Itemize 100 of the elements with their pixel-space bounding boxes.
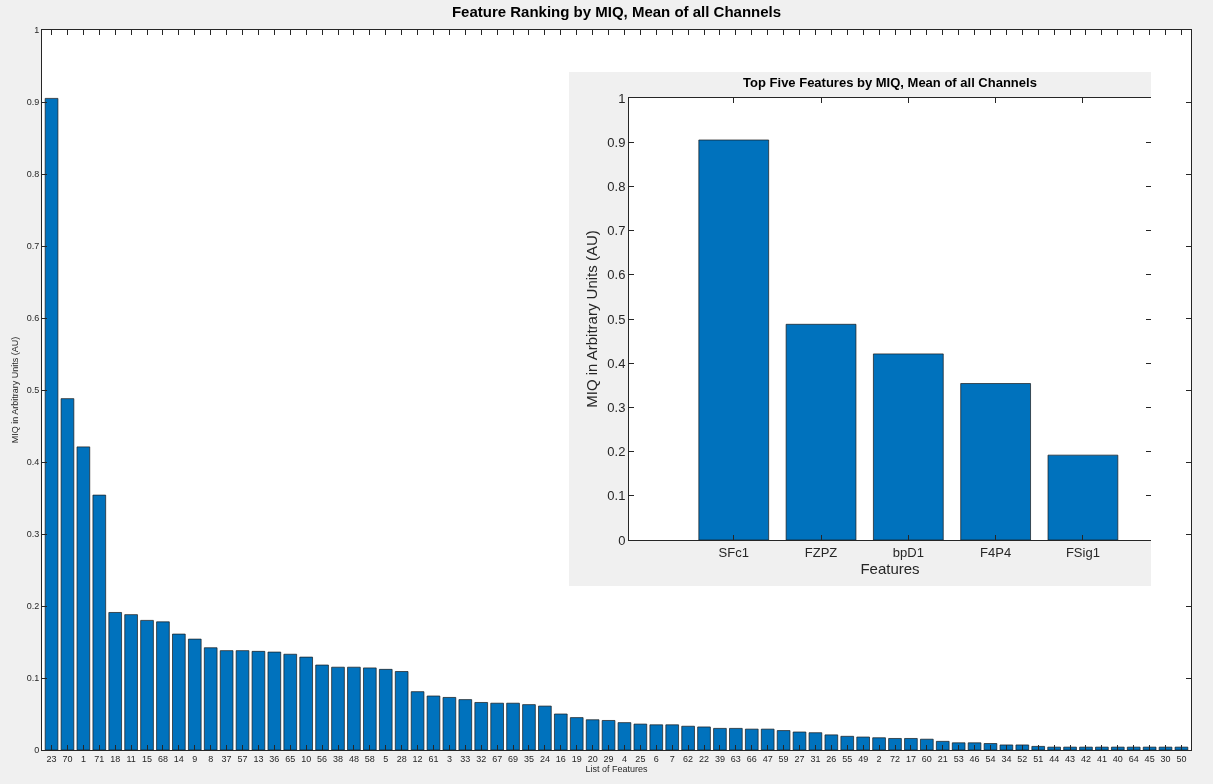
x-tick-label: 69: [508, 753, 519, 764]
x-tick-label: F4P4: [980, 544, 1012, 560]
x-tick-label: 39: [714, 753, 725, 764]
y-tick-label: 0.3: [607, 399, 626, 415]
x-tick-label: 62: [683, 753, 694, 764]
x-tick-label: 32: [476, 753, 487, 764]
x-tick-label: 43: [1065, 753, 1076, 764]
y-tick-label: 0.9: [26, 97, 40, 108]
x-tick-label: 61: [428, 753, 439, 764]
x-tick-label: 18: [110, 753, 121, 764]
y-tick-label: 0.5: [26, 385, 40, 396]
chart-title: Feature Ranking by MIQ, Mean of all Channels: [451, 2, 782, 20]
x-tick-label: SFc1: [718, 544, 749, 560]
y-tick-label: 0.3: [26, 529, 40, 540]
x-tick-label: 65: [285, 753, 296, 764]
x-tick-label: 12: [412, 753, 423, 764]
x-tick-label: 45: [1144, 753, 1155, 764]
x-axis-title: List of Features: [585, 763, 649, 774]
x-tick-label: 10: [301, 753, 312, 764]
y-tick-label: 0.6: [607, 267, 626, 283]
x-tick-label: 60: [921, 753, 932, 764]
x-tick-label: 3: [446, 753, 452, 764]
x-tick-label: 7: [669, 753, 675, 764]
x-tick-label: 56: [317, 753, 328, 764]
x-tick-label: 15: [142, 753, 153, 764]
y-tick-label: 1: [34, 25, 40, 36]
x-tick-label: 4: [621, 753, 627, 764]
x-tick-label: 66: [746, 753, 757, 764]
x-tick-label: 54: [985, 753, 996, 764]
x-tick-label: 17: [905, 753, 916, 764]
y-tick-label: 0.2: [26, 601, 40, 612]
y-tick-label: 1: [618, 90, 626, 106]
y-tick-label: 0.6: [26, 313, 40, 324]
y-tick-label: 0.1: [607, 488, 626, 504]
x-tick-label: 68: [157, 753, 168, 764]
x-tick-label: 14: [173, 753, 184, 764]
x-tick-label: 19: [571, 753, 582, 764]
x-tick-label: 5: [383, 753, 389, 764]
x-tick-label: 71: [94, 753, 105, 764]
x-tick-label: 46: [969, 753, 980, 764]
x-tick-label: 20: [587, 753, 598, 764]
x-tick-label: 36: [269, 753, 280, 764]
x-tick-label: 16: [555, 753, 566, 764]
x-tick-label: 47: [762, 753, 773, 764]
y-tick-label: 0.1: [26, 673, 40, 684]
x-tick-label: 24: [539, 753, 550, 764]
x-tick-label: 44: [1049, 753, 1060, 764]
x-tick-label: 49: [858, 753, 869, 764]
chart-title: Top Five Features by MIQ, Mean of all Channels: [743, 75, 1037, 91]
x-tick-label: 35: [523, 753, 534, 764]
x-tick-label: 52: [1017, 753, 1028, 764]
y-tick-label: 0.2: [607, 444, 626, 460]
x-tick-label: 50: [1176, 753, 1187, 764]
x-tick-label: 9: [192, 753, 198, 764]
x-tick-label: 25: [635, 753, 646, 764]
y-axis-title: MIQ in Arbitrary Units (AU): [10, 336, 21, 444]
x-tick-label: 57: [237, 753, 248, 764]
x-tick-label: 30: [1160, 753, 1171, 764]
x-tick-label: 1: [80, 753, 86, 764]
x-tick-label: 58: [364, 753, 375, 764]
y-tick-label: 0.4: [607, 355, 626, 371]
x-tick-label: 38: [332, 753, 344, 764]
x-tick-label: 72: [889, 753, 901, 764]
x-tick-label: 23: [46, 753, 57, 764]
x-tick-label: FSig1: [1065, 544, 1100, 560]
x-tick-label: bpD1: [892, 544, 924, 560]
y-tick-label: 0.9: [607, 134, 626, 150]
x-tick-label: 63: [730, 753, 741, 764]
y-tick-label: 0.4: [26, 457, 40, 468]
y-tick-label: 0.7: [26, 241, 40, 252]
x-axis-title: Features: [860, 559, 920, 577]
y-tick-label: 0.7: [607, 223, 626, 239]
x-tick-label: 40: [1112, 753, 1123, 764]
x-tick-label: 48: [348, 753, 359, 764]
x-tick-label: 37: [221, 753, 232, 764]
x-tick-label: 11: [126, 753, 136, 764]
x-tick-label: 51: [1033, 753, 1044, 764]
x-tick-label: 2: [876, 753, 882, 764]
x-tick-label: FZPZ: [804, 544, 838, 560]
x-tick-label: 27: [794, 753, 805, 764]
y-tick-label: 0.8: [26, 169, 40, 180]
y-tick-label: 0.5: [607, 311, 626, 327]
x-tick-label: 67: [492, 753, 503, 764]
x-tick-label: 22: [699, 753, 710, 764]
x-tick-label: 34: [1001, 753, 1012, 764]
x-tick-label: 55: [842, 753, 853, 764]
x-tick-label: 31: [810, 753, 821, 764]
x-tick-label: 21: [937, 753, 948, 764]
x-tick-label: 33: [460, 753, 471, 764]
x-tick-label: 59: [778, 753, 789, 764]
x-tick-label: 53: [953, 753, 964, 764]
x-tick-label: 13: [253, 753, 264, 764]
x-tick-label: 6: [653, 753, 659, 764]
x-tick-label: 70: [62, 753, 73, 764]
x-tick-label: 29: [603, 753, 614, 764]
y-axis-title: MIQ in Arbitrary Units (AU): [582, 230, 600, 408]
x-tick-label: 42: [1080, 753, 1091, 764]
y-tick-label: 0: [34, 745, 40, 756]
x-tick-label: 28: [396, 753, 407, 764]
y-tick-label: 0: [618, 532, 626, 548]
